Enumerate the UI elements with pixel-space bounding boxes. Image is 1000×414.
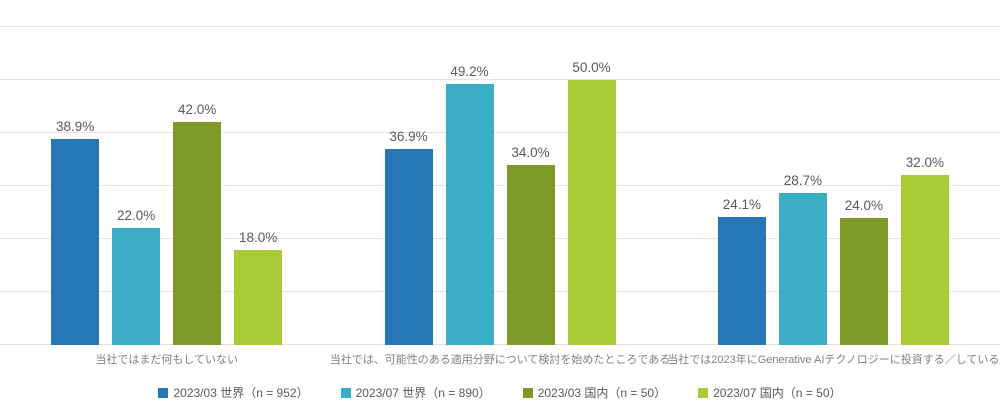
bar-series2-cat1: 34.0% — [506, 145, 555, 345]
gridline-10 — [0, 291, 1000, 292]
value-label: 34.0% — [511, 144, 550, 160]
value-label: 18.0% — [239, 229, 278, 245]
value-label: 36.9% — [389, 129, 428, 145]
legend-label: 2023/07 世界（n = 890） — [355, 386, 491, 400]
value-label: 49.2% — [450, 64, 489, 80]
gridline-20 — [0, 238, 1000, 239]
bar-series2-cat2: 24.0% — [839, 198, 888, 345]
value-label: 32.0% — [905, 155, 944, 171]
bar-series1-cat0: 22.0% — [112, 208, 161, 345]
bar-group-2: 24.1% 28.7% 24.0% 32.0% — [717, 155, 949, 345]
bar-series2-cat0: 42.0% — [173, 102, 222, 345]
bar-series3-cat1: 50.0% — [567, 60, 616, 345]
legend-item-0: 2023/03 世界（n = 952） — [158, 384, 309, 401]
category-axis: 当社ではまだ何もしていない 当社では、可能性のある適用分野について検討を始めたとこ… — [0, 353, 1000, 371]
bar-group-1: 36.9% 49.2% 34.0% 50.0% — [384, 60, 616, 345]
category-label-0: 当社ではまだ何もしていない — [95, 354, 238, 366]
gridline-0 — [0, 344, 1000, 345]
legend-swatch-icon — [340, 387, 351, 398]
bar-series0-cat1: 36.9% — [384, 129, 433, 345]
legend-item-1: 2023/07 世界（n = 890） — [340, 384, 491, 401]
value-label: 50.0% — [572, 60, 611, 75]
legend-item-3: 2023/07 国内（n = 50） — [698, 384, 842, 401]
gridline-60 — [0, 26, 1000, 27]
bar-group-0: 38.9% 22.0% 42.0% 18.0% — [51, 102, 283, 345]
value-label: 28.7% — [783, 172, 822, 188]
gridline-40 — [0, 132, 1000, 133]
gridline-50 — [0, 79, 1000, 80]
bar-series3-cat0: 18.0% — [234, 230, 283, 345]
bar-series0-cat0: 38.9% — [51, 119, 100, 345]
category-label-2: 当社では2023年にGenerative AIテクノロジーに投資する／している — [667, 354, 1000, 366]
bar-series1-cat1: 49.2% — [445, 64, 494, 345]
legend-swatch-icon — [158, 387, 169, 398]
legend-swatch-icon — [698, 387, 709, 398]
gridline-30 — [0, 185, 1000, 186]
legend: 2023/03 世界（n = 952） 2023/07 世界（n = 890） 20… — [0, 384, 1000, 401]
legend-swatch-icon — [522, 387, 533, 398]
bar-series1-cat2: 28.7% — [778, 173, 827, 345]
bar-series3-cat2: 32.0% — [900, 155, 949, 345]
category-label-1: 当社では、可能性のある適用分野について検討を始めたところである — [329, 354, 671, 366]
value-label: 22.0% — [117, 208, 156, 224]
legend-label: 2023/03 世界（n = 952） — [173, 386, 309, 400]
value-label: 24.0% — [844, 197, 883, 213]
legend-label: 2023/03 国内（n = 50） — [537, 386, 667, 400]
value-label: 24.1% — [722, 197, 761, 213]
value-label: 38.9% — [56, 118, 95, 134]
legend-item-2: 2023/03 国内（n = 50） — [522, 384, 667, 401]
plot-area: 38.9% 22.0% 42.0% 18.0% 36.9% 49.2% 34.0% 50.0%… — [0, 26, 1000, 345]
value-label: 42.0% — [178, 102, 217, 118]
legend-label: 2023/07 国内（n = 50） — [713, 386, 842, 400]
bar-series0-cat2: 24.1% — [717, 197, 766, 345]
